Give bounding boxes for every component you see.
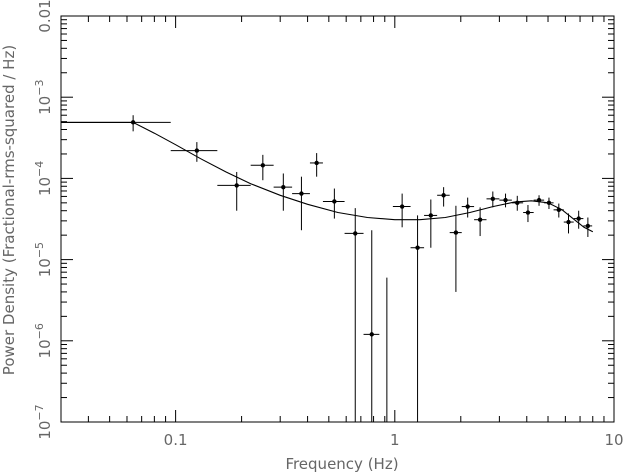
- point-marker: [503, 197, 508, 203]
- point-marker: [490, 196, 496, 202]
- point-marker: [281, 184, 286, 190]
- plot-frame: [60, 15, 615, 423]
- point-marker: [477, 217, 483, 222]
- x-tick-label: 0.1: [164, 431, 188, 449]
- data-point: [344, 208, 364, 422]
- x-axis-label: Frequency (Hz): [285, 455, 398, 473]
- point-marker: [415, 245, 420, 250]
- data-point: [461, 197, 475, 218]
- point-marker: [332, 199, 337, 204]
- data-point: [217, 171, 251, 211]
- data-point: [437, 187, 450, 207]
- data-points-layer: [61, 115, 593, 422]
- model-curve: [61, 121, 594, 233]
- data-point: [410, 215, 425, 422]
- data-point: [424, 199, 438, 248]
- data-point: [392, 193, 411, 228]
- model-curve-layer: [61, 121, 594, 233]
- x-tick-label: 1: [390, 431, 400, 449]
- point-marker: [353, 231, 358, 236]
- data-point: [474, 207, 487, 237]
- data-point: [363, 230, 380, 422]
- data-point: [573, 210, 584, 229]
- data-point: [486, 191, 500, 208]
- data-point: [309, 153, 323, 177]
- point-marker: [314, 160, 319, 166]
- x-tick-label: 10: [604, 431, 623, 449]
- point-marker: [536, 197, 542, 203]
- point-marker: [453, 230, 459, 235]
- point-marker: [130, 120, 136, 125]
- data-point: [583, 217, 593, 237]
- point-marker: [515, 200, 520, 206]
- data-point: [170, 142, 218, 162]
- data-point: [250, 154, 274, 181]
- point-marker: [525, 210, 531, 215]
- data-point: [544, 197, 554, 209]
- data-point: [523, 205, 534, 223]
- point-marker: [299, 191, 304, 196]
- point-marker: [465, 204, 470, 209]
- data-point: [273, 173, 293, 211]
- data-point: [553, 203, 564, 218]
- data-point: [322, 188, 345, 219]
- data-point: [449, 205, 462, 292]
- data-point: [563, 213, 574, 234]
- y-tick-label: 10−3: [33, 80, 54, 115]
- point-marker: [441, 193, 446, 198]
- y-tick-label: 10−6: [33, 323, 54, 358]
- point-marker: [566, 219, 571, 225]
- data-point: [292, 176, 310, 231]
- data-point: [499, 193, 512, 208]
- point-marker: [585, 223, 591, 229]
- axes: [60, 15, 615, 423]
- y-tick-label: 0.01: [36, 0, 54, 33]
- point-marker: [428, 213, 434, 218]
- point-marker: [194, 148, 200, 153]
- point-marker: [556, 207, 562, 213]
- y-axis-label: Power Density (Fractional-rms-squared / …: [0, 45, 18, 375]
- data-point: [511, 195, 524, 211]
- data-point: [533, 195, 545, 206]
- point-marker: [260, 163, 266, 168]
- point-marker: [576, 216, 581, 221]
- data-point: [61, 115, 171, 132]
- point-marker: [546, 200, 552, 206]
- point-marker: [369, 332, 374, 337]
- y-tick-label: 10−5: [33, 242, 54, 277]
- point-marker: [234, 183, 239, 188]
- y-tick-label: 10−4: [33, 161, 54, 196]
- tick-labels: 0.1 1 10 10−7 10−6 10−5 10−4 10−3 0.01: [33, 0, 623, 449]
- point-marker: [399, 204, 405, 209]
- y-tick-label: 10−7: [33, 404, 54, 439]
